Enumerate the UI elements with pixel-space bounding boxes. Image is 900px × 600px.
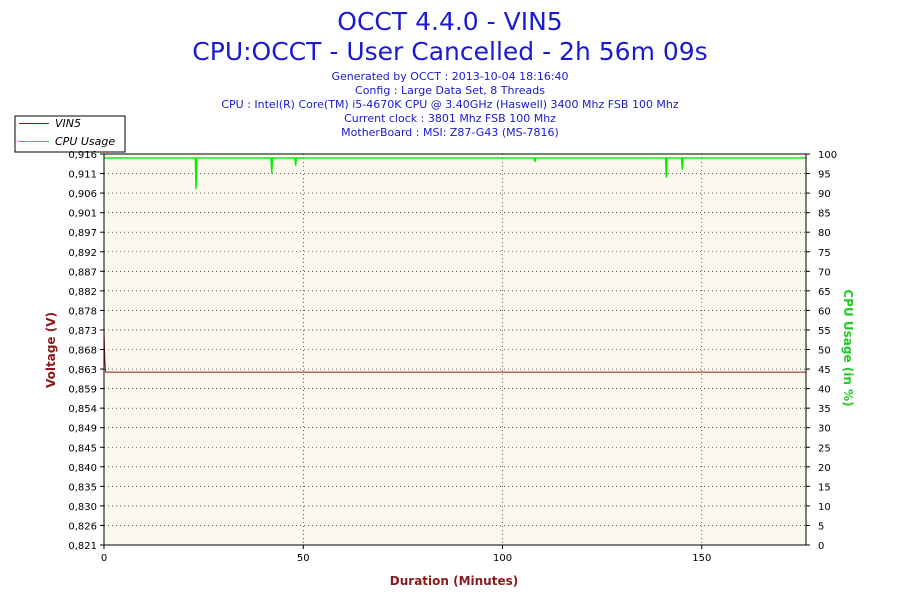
chart-subtitle: CPU:OCCT - User Cancelled - 2h 56m 09s: [192, 37, 707, 66]
series-line-cpu-usage: [104, 157, 806, 190]
y-tick-label-right: 25: [818, 443, 831, 454]
y-tick-label-right: 75: [818, 248, 831, 259]
y-tick-label-right: 35: [818, 404, 831, 415]
y-tick-label-right: 50: [818, 346, 831, 357]
y-tick-label-right: 80: [818, 228, 831, 239]
grid: [104, 154, 806, 545]
y-tick-label-left: 0,821: [68, 541, 97, 552]
y-tick-label-left: 0,878: [68, 306, 97, 317]
legend: VIN5 CPU Usage: [14, 115, 126, 153]
y-tick-label-left: 0,863: [68, 365, 97, 376]
y-tick-label-left: 0,830: [68, 502, 97, 513]
y-tick-label-left: 0,859: [68, 385, 97, 396]
y-tick-label-left: 0,835: [68, 482, 97, 493]
y-tick-label-left: 0,840: [68, 463, 97, 474]
y-tick-label-left: 0,906: [68, 189, 97, 200]
y-tick-label-left: 0,849: [68, 424, 97, 435]
y-tick-label-right: 10: [818, 502, 831, 513]
y-tick-label-right: 0: [818, 541, 824, 552]
info-line-config: Config : Large Data Set, 8 Threads: [355, 84, 545, 97]
y-tick-label-right: 85: [818, 209, 831, 220]
y-tick-label-right: 100: [818, 150, 837, 161]
y-tick-label-right: 15: [818, 482, 831, 493]
info-line-motherboard: MotherBoard : MSI: Z87-G43 (MS-7816): [341, 126, 559, 139]
y-axis-label-right: CPU Usage (in %): [841, 289, 855, 406]
info-line-clock: Current clock : 3801 Mhz FSB 100 Mhz: [344, 112, 556, 125]
x-tick-label: 50: [297, 553, 310, 564]
y-tick-label-left: 0,868: [68, 346, 97, 357]
y-tick-label-left: 0,845: [68, 443, 97, 454]
y-tick-label-right: 20: [818, 463, 831, 474]
y-tick-label-right: 60: [818, 306, 831, 317]
y-tick-label-left: 0,901: [68, 209, 97, 220]
legend-box: [14, 115, 126, 153]
y-tick-label-right: 55: [818, 326, 831, 337]
info-line-cpu: CPU : Intel(R) Core(TM) i5-4670K CPU @ 3…: [221, 98, 679, 111]
y-tick-label-left: 0,854: [68, 404, 97, 415]
y-tick-label-left: 0,826: [68, 521, 97, 532]
x-tick-label: 0: [101, 553, 107, 564]
y-tick-label-left: 0,887: [68, 267, 97, 278]
y-tick-label-left: 0,911: [68, 170, 97, 181]
y-tick-label-left: 0,897: [68, 228, 97, 239]
plot-frame: [103, 153, 807, 546]
y-tick-label-left: 0,916: [68, 150, 97, 161]
info-line-generated: Generated by OCCT : 2013-10-04 18:16:40: [331, 70, 568, 83]
x-tick-label: 100: [493, 553, 512, 564]
legend-label-cpu-usage: CPU Usage: [55, 135, 115, 148]
y-tick-label-right: 90: [818, 189, 831, 200]
y-tick-label-right: 30: [818, 424, 831, 435]
y-tick-label-left: 0,882: [68, 287, 97, 298]
y-tick-label-right: 95: [818, 170, 831, 181]
legend-label-vin5: VIN5: [55, 117, 81, 130]
y-tick-label-right: 5: [818, 521, 824, 532]
y-tick-label-right: 65: [818, 287, 831, 298]
x-axis-label: Duration (Minutes): [390, 574, 518, 588]
y-axis-label-left: Voltage (V): [44, 312, 58, 388]
x-tick-label: 150: [692, 553, 711, 564]
y-tick-label-right: 70: [818, 267, 831, 278]
y-tick-label-left: 0,892: [68, 248, 97, 259]
y-tick-label-right: 45: [818, 365, 831, 376]
y-tick-label-left: 0,873: [68, 326, 97, 337]
ticks: 0,821 0 0,826 5 0,830 10 0,835 15 0,840 20 0,845 25…: [68, 150, 837, 564]
chart-title: OCCT 4.4.0 - VIN5: [337, 7, 562, 36]
y-tick-label-right: 40: [818, 385, 831, 396]
